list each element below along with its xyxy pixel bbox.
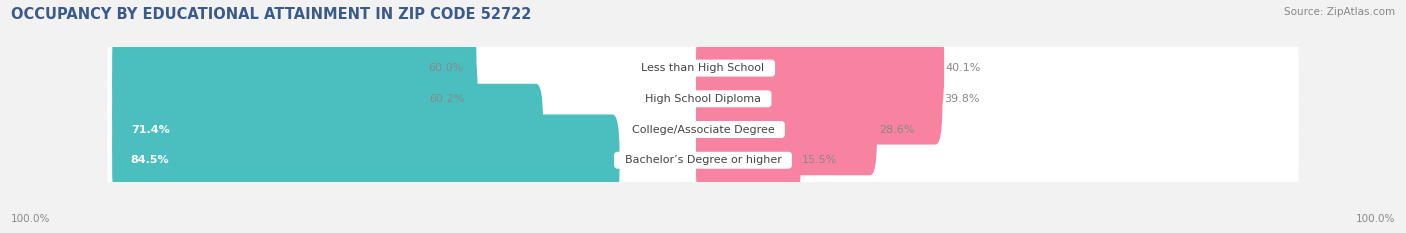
Text: 100.0%: 100.0% bbox=[11, 214, 51, 224]
FancyBboxPatch shape bbox=[696, 84, 877, 175]
FancyBboxPatch shape bbox=[112, 53, 478, 144]
FancyBboxPatch shape bbox=[107, 89, 1299, 231]
Text: 60.0%: 60.0% bbox=[429, 63, 464, 73]
Text: Bachelor’s Degree or higher: Bachelor’s Degree or higher bbox=[617, 155, 789, 165]
FancyBboxPatch shape bbox=[112, 114, 620, 206]
FancyBboxPatch shape bbox=[696, 53, 942, 144]
Text: 39.8%: 39.8% bbox=[945, 94, 980, 104]
FancyBboxPatch shape bbox=[107, 28, 1299, 170]
FancyBboxPatch shape bbox=[107, 58, 1299, 200]
Text: College/Associate Degree: College/Associate Degree bbox=[624, 124, 782, 134]
Text: High School Diploma: High School Diploma bbox=[638, 94, 768, 104]
Text: 40.1%: 40.1% bbox=[946, 63, 981, 73]
Text: Less than High School: Less than High School bbox=[634, 63, 772, 73]
FancyBboxPatch shape bbox=[696, 22, 945, 114]
Text: 28.6%: 28.6% bbox=[879, 124, 914, 134]
FancyBboxPatch shape bbox=[107, 0, 1299, 139]
Text: Source: ZipAtlas.com: Source: ZipAtlas.com bbox=[1284, 7, 1395, 17]
FancyBboxPatch shape bbox=[112, 84, 543, 175]
Text: OCCUPANCY BY EDUCATIONAL ATTAINMENT IN ZIP CODE 52722: OCCUPANCY BY EDUCATIONAL ATTAINMENT IN Z… bbox=[11, 7, 531, 22]
Text: 100.0%: 100.0% bbox=[1355, 214, 1395, 224]
Text: 84.5%: 84.5% bbox=[131, 155, 170, 165]
FancyBboxPatch shape bbox=[696, 114, 800, 206]
FancyBboxPatch shape bbox=[112, 22, 477, 114]
Text: 60.2%: 60.2% bbox=[429, 94, 465, 104]
Text: 71.4%: 71.4% bbox=[131, 124, 170, 134]
Text: 15.5%: 15.5% bbox=[803, 155, 838, 165]
